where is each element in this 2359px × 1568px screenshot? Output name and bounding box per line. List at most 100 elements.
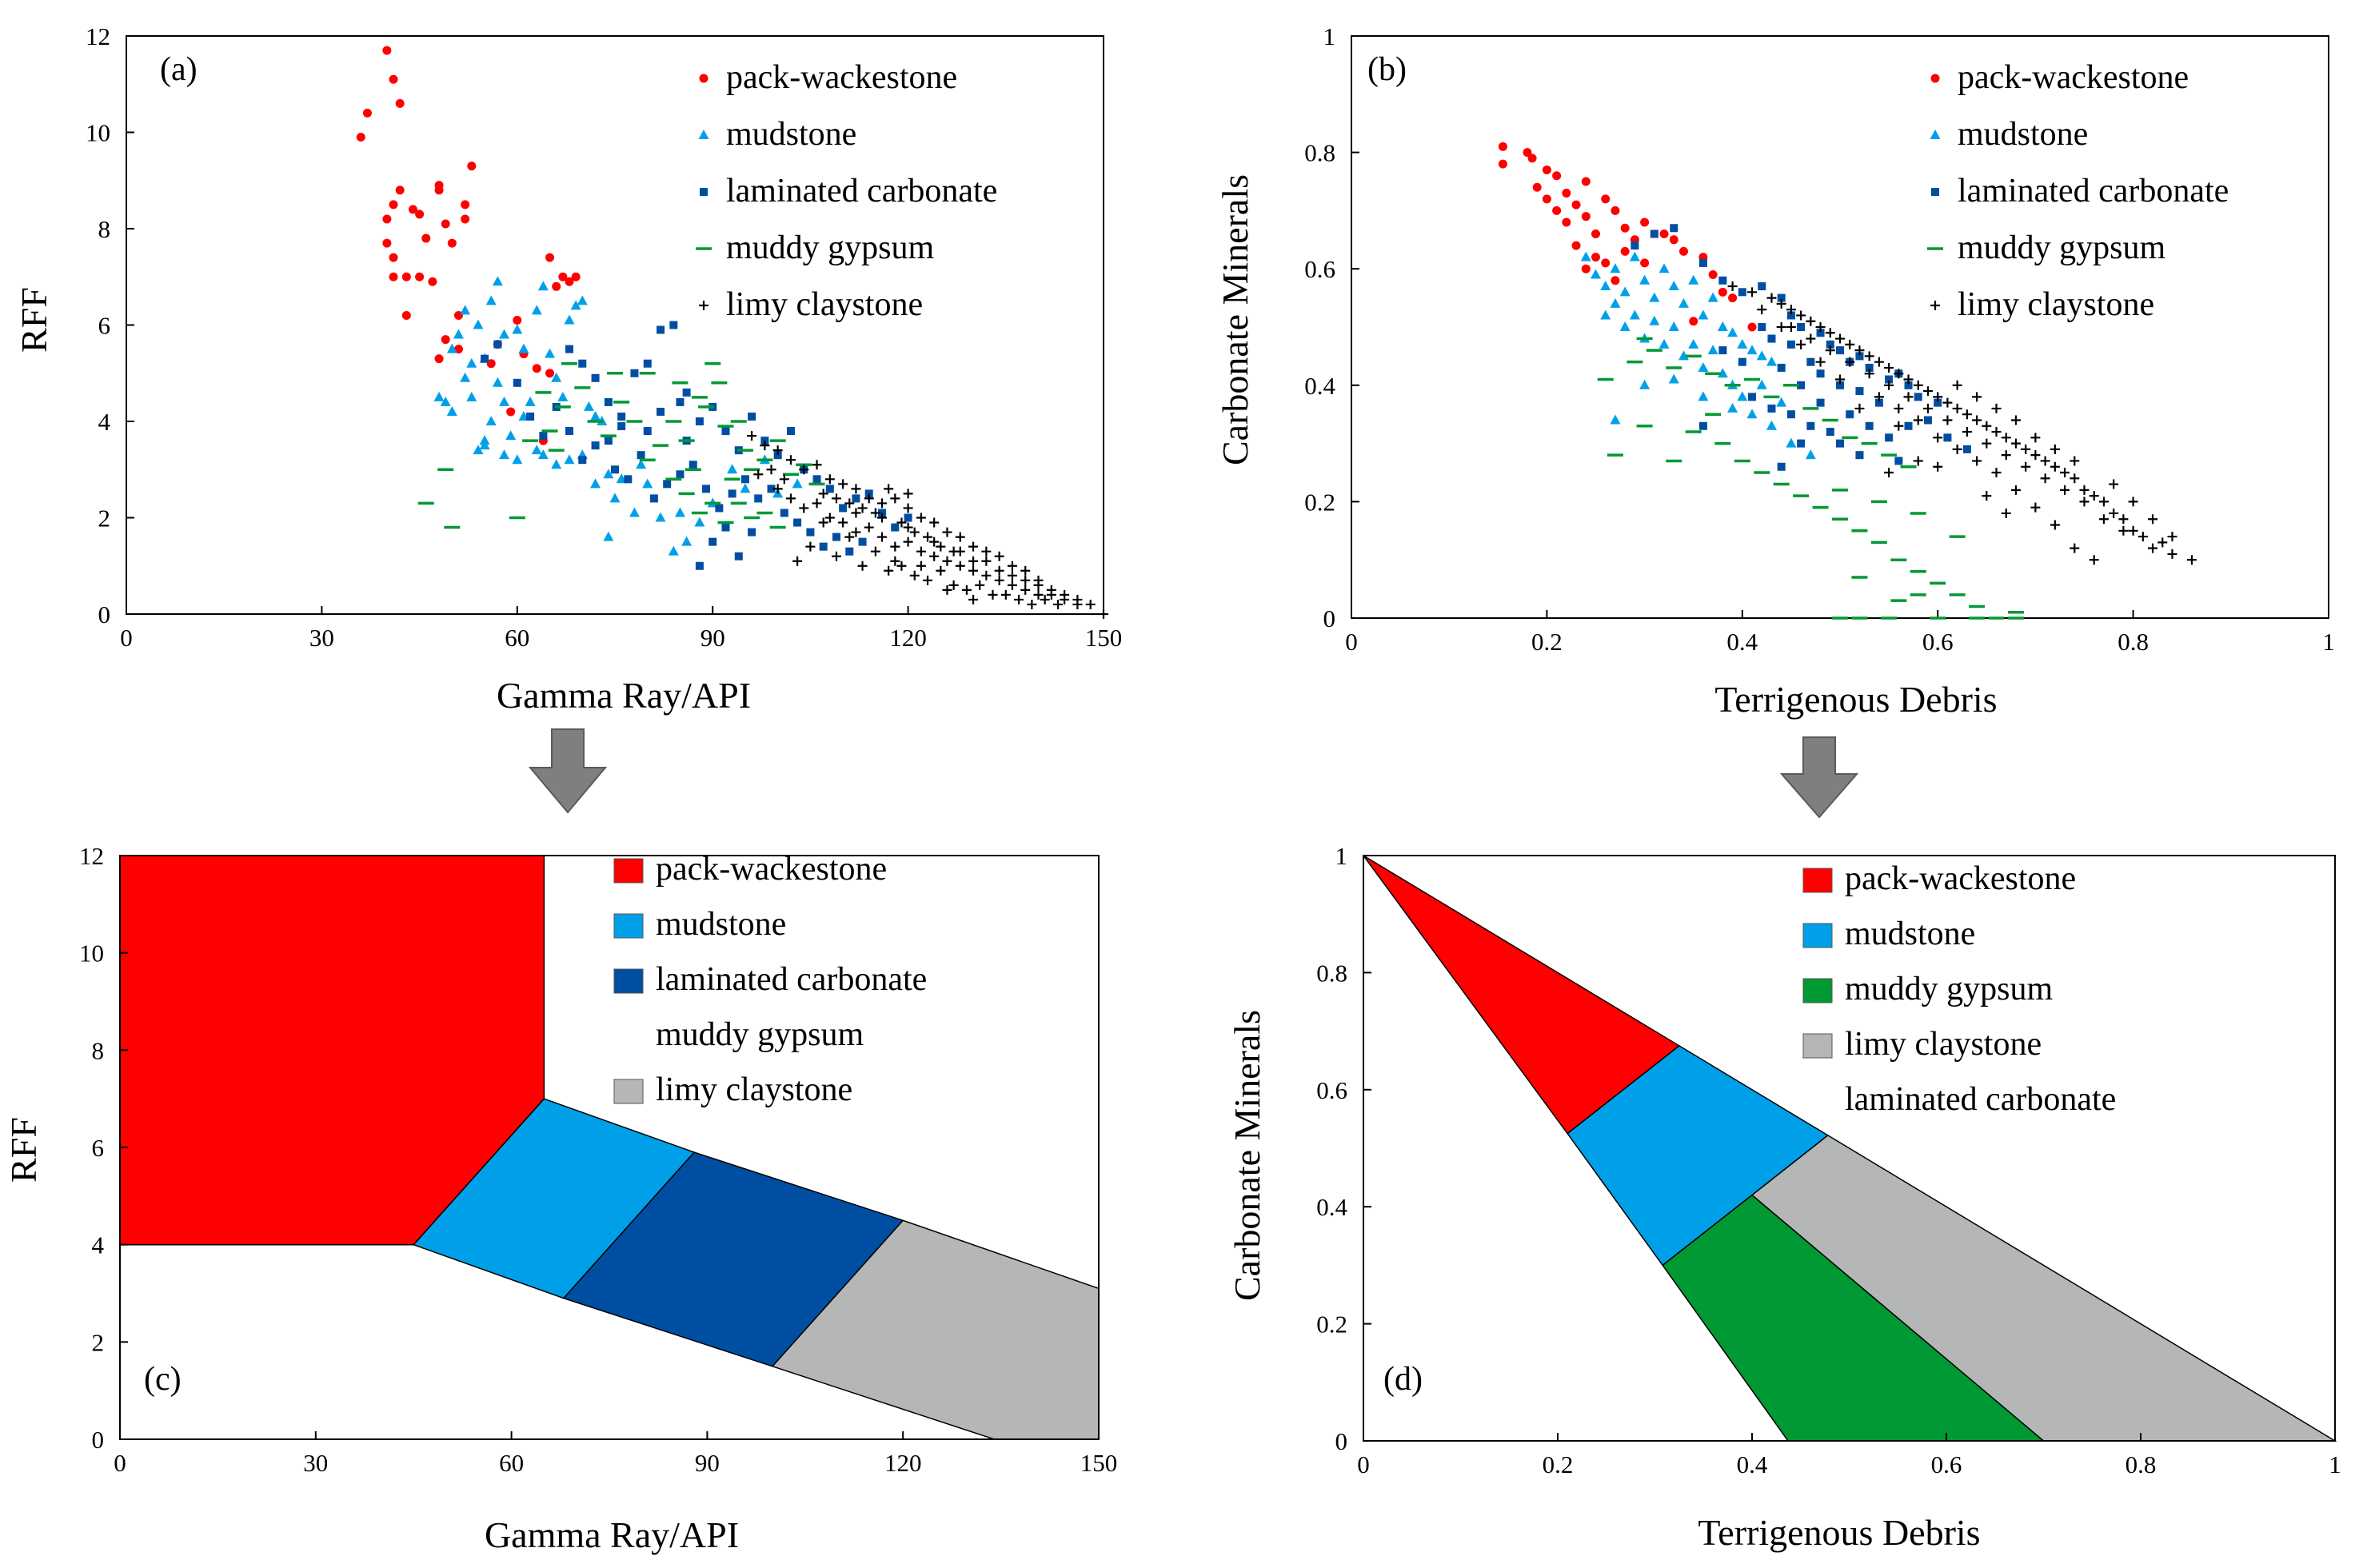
point-limy-claystone: [1864, 351, 1874, 361]
y-tick-label: 0.2: [1304, 488, 1335, 516]
y-tick-label: 1: [1335, 842, 1348, 870]
point-pack-wackestone: [389, 253, 398, 262]
point-pack-wackestone: [1498, 159, 1507, 169]
point-limy-claystone: [1982, 491, 1992, 501]
point-limy-claystone: [1884, 468, 1894, 477]
y-tick-label: 0.6: [1304, 255, 1335, 283]
point-limy-claystone: [1727, 281, 1738, 292]
point-laminated-carbonate: [812, 475, 821, 484]
legend-label-limy-claystone: limy claystone: [1958, 286, 2154, 323]
point-pack-wackestone: [565, 277, 574, 286]
point-laminated-carbonate: [1767, 334, 1776, 343]
y-axis-title: Carbonate Minerals: [1215, 174, 1255, 465]
point-pack-wackestone: [389, 272, 398, 281]
point-mudstone: [1580, 251, 1591, 261]
point-pack-wackestone: [453, 345, 463, 354]
y-tick-label: 2: [98, 505, 111, 533]
point-limy-claystone: [884, 484, 894, 494]
point-limy-claystone: [1991, 403, 2002, 413]
point-laminated-carbonate: [676, 397, 685, 406]
x-tick-label: 120: [889, 624, 927, 652]
legend-swatch-laminated-carbonate: [613, 968, 644, 994]
point-laminated-carbonate: [1855, 387, 1864, 396]
point-laminated-carbonate: [891, 523, 900, 532]
point-laminated-carbonate: [617, 422, 626, 431]
point-laminated-carbonate: [1777, 462, 1786, 471]
x-tick-label: 0: [1345, 628, 1358, 656]
point-limy-claystone: [1854, 345, 1865, 356]
point-laminated-carbonate: [617, 412, 626, 421]
point-laminated-carbonate: [1777, 363, 1786, 372]
point-laminated-carbonate: [1865, 421, 1874, 430]
point-limy-claystone: [916, 546, 926, 557]
y-tick-label: 2: [92, 1328, 105, 1356]
point-limy-claystone: [1952, 403, 1962, 413]
point-mudstone: [583, 401, 594, 411]
point-mudstone: [518, 343, 529, 353]
point-limy-claystone: [1046, 589, 1056, 600]
point-limy-claystone: [851, 508, 861, 518]
point-limy-claystone: [916, 513, 926, 523]
point-limy-claystone: [890, 556, 900, 566]
point-limy-claystone: [1952, 380, 1962, 390]
point-limy-claystone: [857, 561, 868, 571]
point-pack-wackestone: [356, 133, 365, 142]
point-laminated-carbonate: [904, 513, 912, 522]
legend-label-laminated-carbonate: laminated carbonate: [1845, 1081, 2116, 1118]
point-laminated-carbonate: [676, 470, 685, 479]
point-laminated-carbonate: [695, 561, 704, 570]
y-axis-title: RFF: [3, 1117, 44, 1183]
legend-label-mudstone: mudstone: [1845, 916, 1975, 952]
legend-label-pack-wackestone: pack-wackestone: [726, 59, 957, 96]
point-pack-wackestone: [1678, 246, 1688, 256]
x-tick-label: 0.4: [1726, 628, 1758, 656]
point-limy-claystone: [747, 431, 757, 441]
legend-label-mudstone: mudstone: [726, 116, 856, 153]
point-laminated-carbonate: [1885, 375, 1894, 384]
point-limy-claystone: [1952, 444, 1962, 454]
x-tick-label: 60: [499, 1449, 524, 1477]
point-limy-claystone: [2109, 508, 2119, 518]
point-limy-claystone: [903, 522, 913, 533]
point-limy-claystone: [1933, 433, 1943, 443]
legend-swatch-mudstone: [1802, 923, 1833, 948]
legend-label-limy-claystone: limy claystone: [1845, 1026, 2042, 1063]
point-mudstone: [512, 324, 523, 334]
point-mudstone: [1727, 327, 1738, 337]
point-limy-claystone: [1007, 580, 1017, 590]
point-laminated-carbonate: [1816, 369, 1825, 378]
panel-c-region-map: 0 30 60 90 120 150 0 2 4 6 8 10 12 Gamma Ray/API RFF (c…: [3, 842, 1117, 1555]
point-limy-claystone: [2021, 461, 2031, 472]
point-laminated-carbonate: [1786, 311, 1795, 320]
point-laminated-carbonate: [591, 373, 600, 382]
point-laminated-carbonate: [767, 485, 776, 493]
point-mudstone: [1639, 379, 1651, 389]
point-limy-claystone: [818, 489, 828, 499]
point-pack-wackestone: [1747, 322, 1757, 332]
point-laminated-carbonate: [481, 354, 489, 363]
point-pack-wackestone: [415, 272, 425, 281]
point-pack-wackestone: [1689, 317, 1698, 326]
point-pack-wackestone: [447, 238, 457, 248]
point-laminated-carbonate: [1631, 241, 1639, 250]
point-limy-claystone: [2070, 456, 2080, 466]
point-mudstone: [446, 405, 457, 416]
point-mudstone: [1766, 420, 1777, 430]
point-laminated-carbonate: [786, 427, 795, 436]
point-limy-claystone: [1815, 322, 1826, 332]
point-pack-wackestone: [1552, 205, 1562, 215]
point-laminated-carbonate: [878, 509, 887, 517]
point-pack-wackestone: [1571, 241, 1581, 250]
legend-swatch-limy-claystone: [613, 1079, 644, 1104]
point-laminated-carbonate: [845, 547, 854, 556]
point-limy-claystone: [851, 527, 861, 537]
point-pack-wackestone: [441, 335, 450, 345]
point-pack-wackestone: [545, 369, 555, 378]
point-limy-claystone: [2128, 497, 2138, 507]
point-limy-claystone: [1776, 298, 1786, 309]
point-limy-claystone: [948, 580, 959, 590]
point-mudstone: [485, 416, 497, 425]
point-limy-claystone: [968, 556, 979, 566]
point-limy-claystone: [1825, 328, 1835, 338]
point-limy-claystone: [994, 565, 1004, 576]
